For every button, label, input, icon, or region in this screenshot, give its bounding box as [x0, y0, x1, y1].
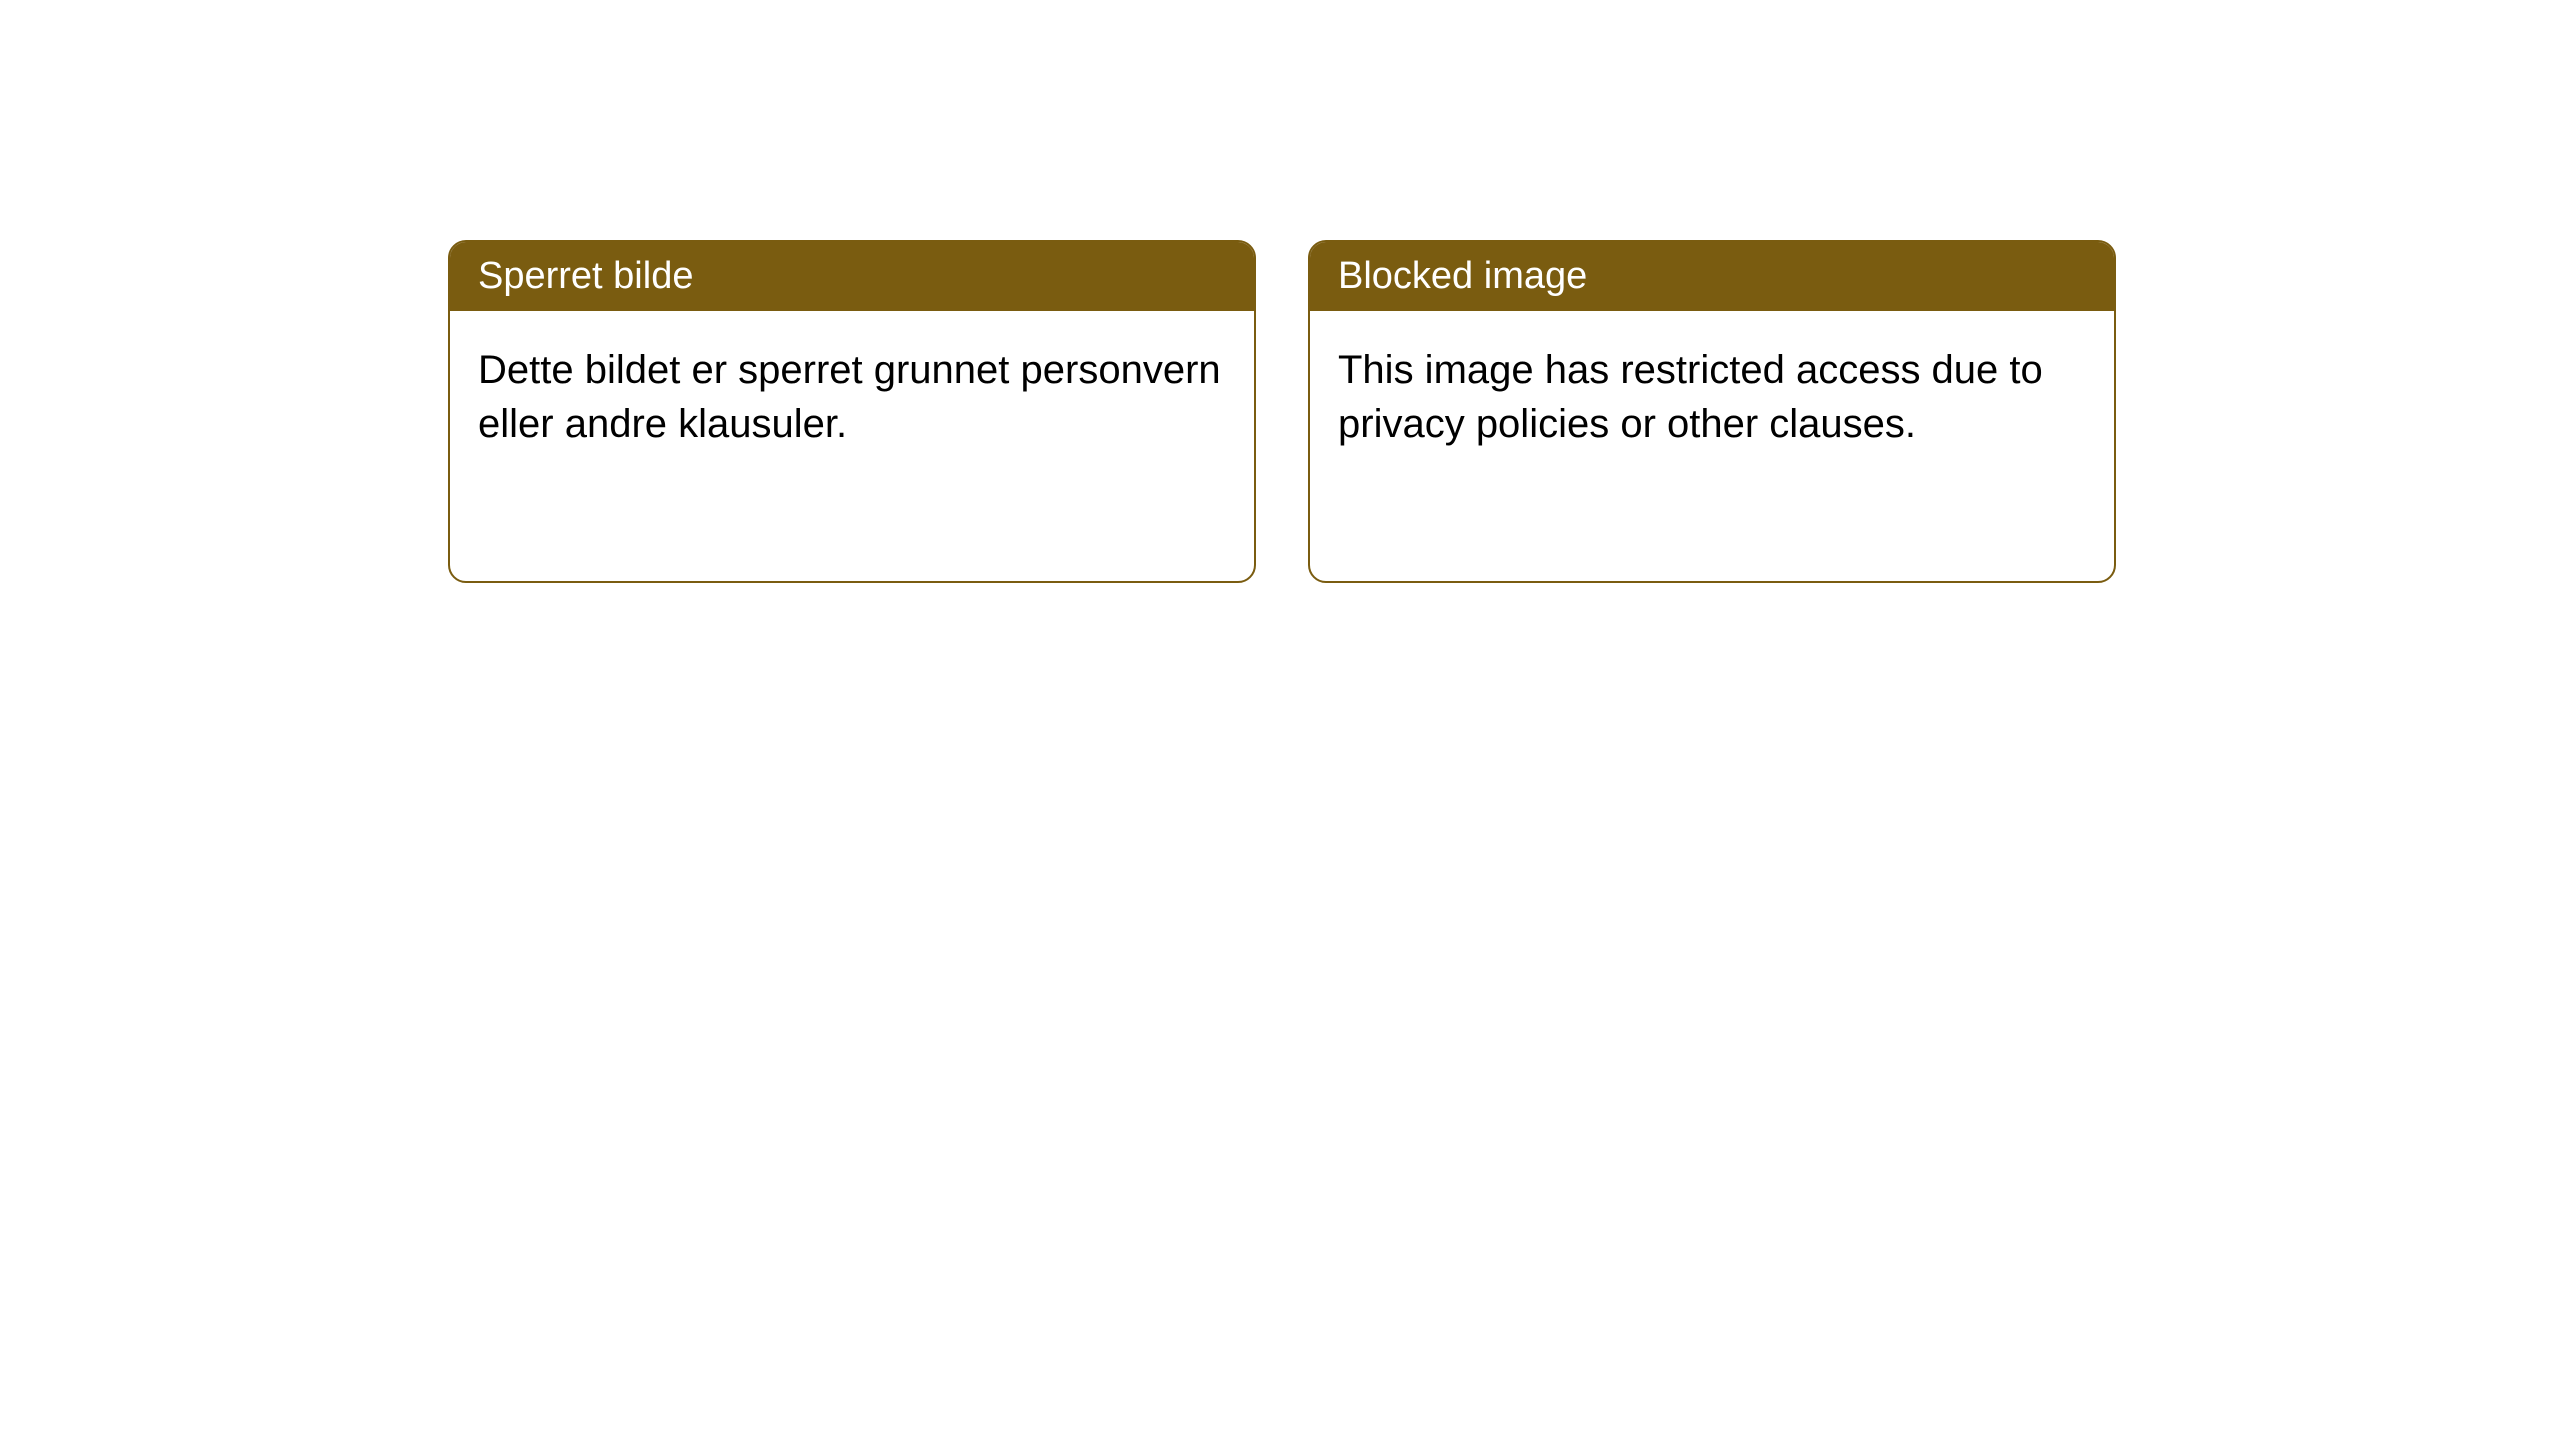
- notice-title: Sperret bilde: [450, 242, 1254, 311]
- notice-body: Dette bildet er sperret grunnet personve…: [450, 311, 1254, 581]
- notice-container: Sperret bilde Dette bildet er sperret gr…: [448, 240, 2116, 583]
- notice-title: Blocked image: [1310, 242, 2114, 311]
- notice-card-english: Blocked image This image has restricted …: [1308, 240, 2116, 583]
- notice-body: This image has restricted access due to …: [1310, 311, 2114, 581]
- notice-card-norwegian: Sperret bilde Dette bildet er sperret gr…: [448, 240, 1256, 583]
